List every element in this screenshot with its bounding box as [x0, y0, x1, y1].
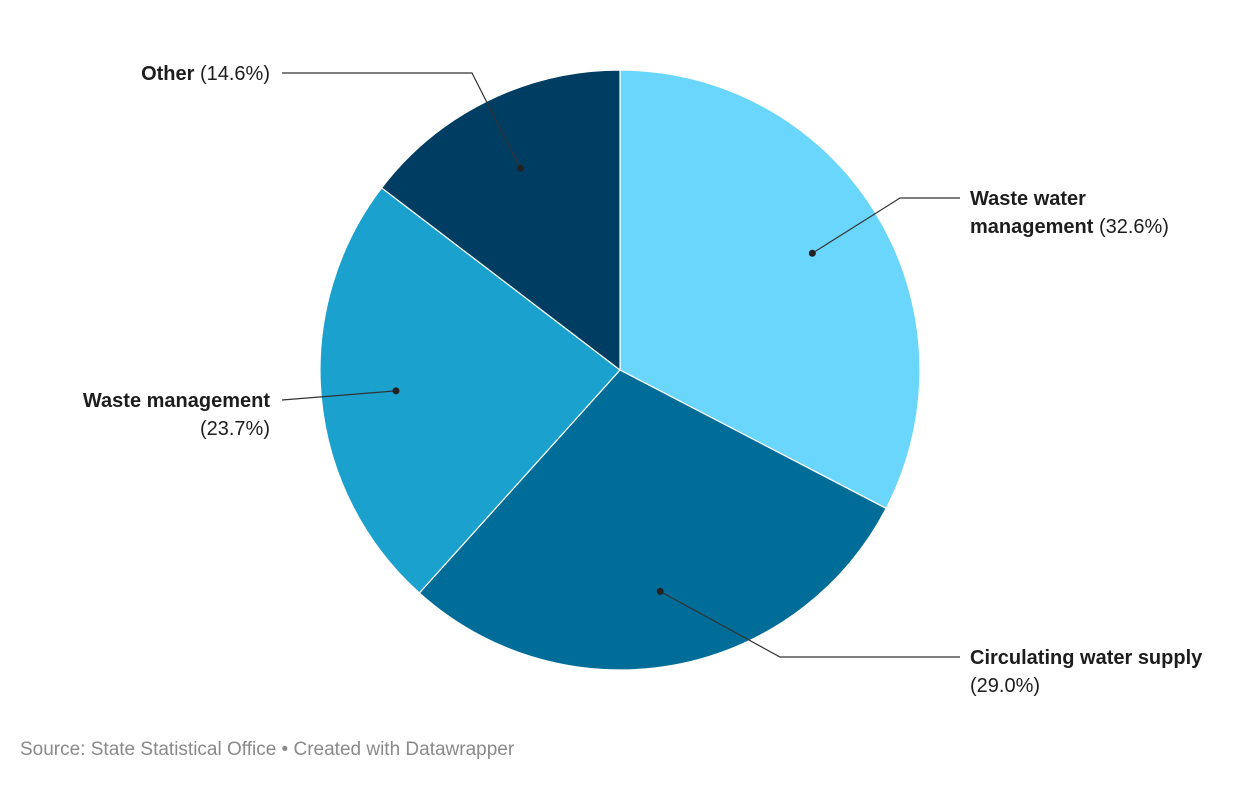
leader-dot: [392, 387, 400, 395]
leader-line: [812, 197, 960, 254]
slice-label: Waste water management (32.6%): [970, 185, 1206, 241]
value-label: (14.6%): [199, 63, 270, 85]
pie-slice: [380, 69, 621, 372]
slice-label: Waste management (23.7%): [34, 387, 270, 443]
leader-dot: [808, 249, 816, 257]
leader-line: [659, 590, 960, 658]
leader-dot: [656, 587, 664, 595]
value-label: (23.7%): [199, 418, 270, 440]
slice-label: Other (14.6%): [34, 60, 270, 88]
leader-line: [282, 72, 521, 169]
pie-slice: [619, 69, 921, 510]
category-name: Circulating water supply: [970, 647, 1203, 669]
slice-label: Circulating water supply (29.0%): [970, 644, 1206, 700]
value-label: (29.0%): [970, 675, 1041, 697]
category-name: Waste management: [82, 390, 270, 412]
value-label: (32.6%): [1098, 216, 1169, 238]
leader-dot: [516, 164, 524, 172]
pie-slice: [418, 369, 887, 671]
category-name: Other: [141, 63, 195, 85]
pie-slice: [319, 186, 621, 594]
leader-line: [281, 390, 397, 401]
source-note: Source: State Statistical Office • Creat…: [20, 739, 515, 760]
category-name: Waste water management: [970, 188, 1094, 238]
